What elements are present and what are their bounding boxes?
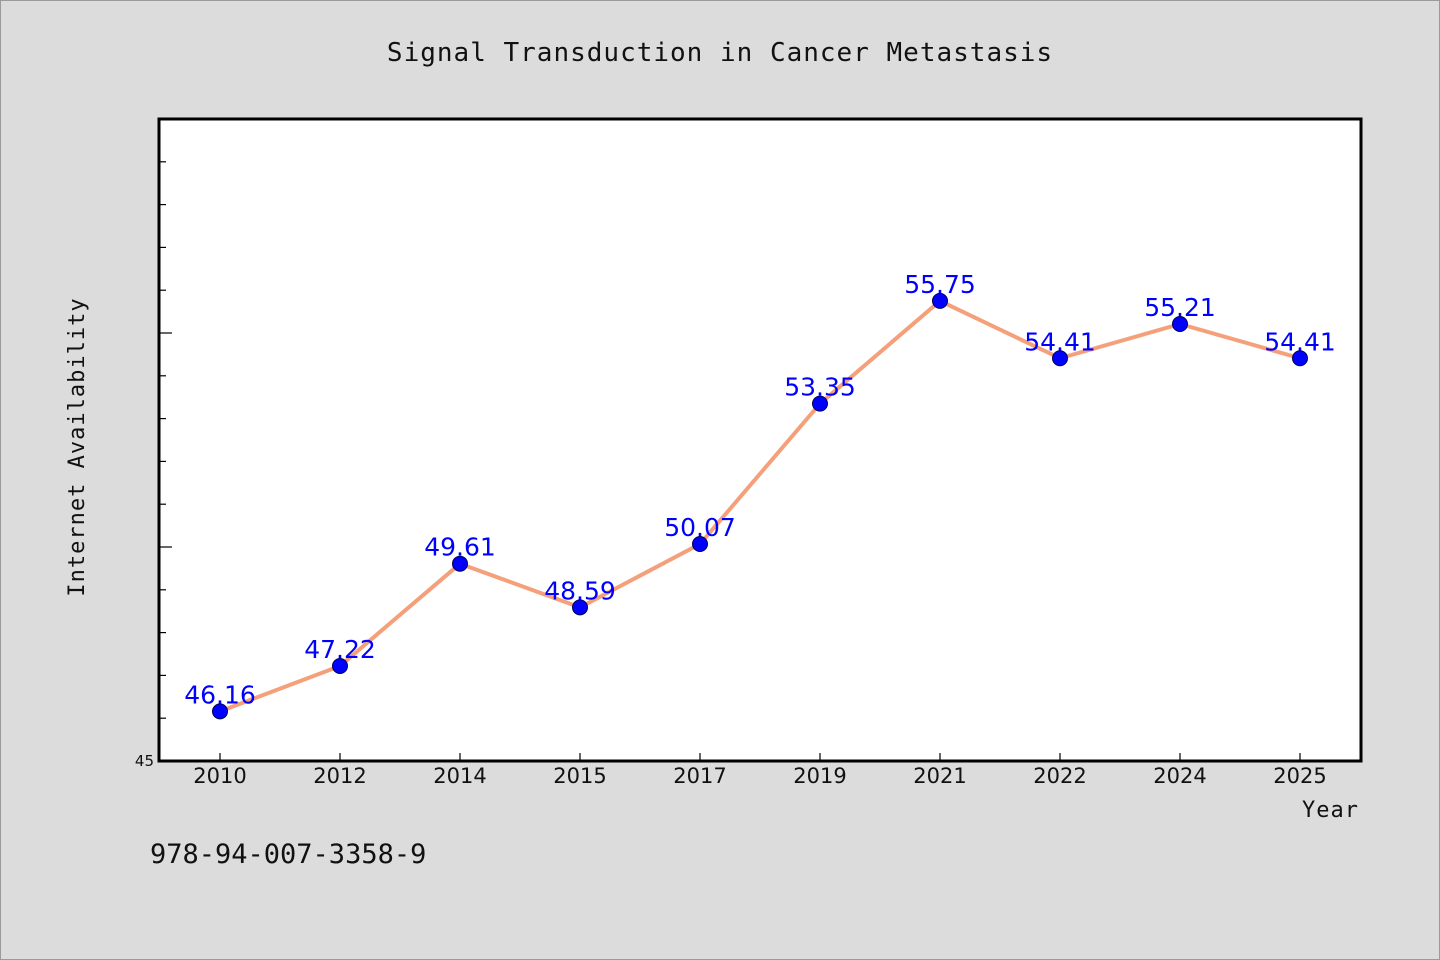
data-label: 48.59 xyxy=(544,576,616,605)
x-tick-label: 2025 xyxy=(1273,764,1326,788)
data-point xyxy=(212,703,228,720)
data-point xyxy=(812,395,828,412)
data-point xyxy=(692,536,708,553)
data-label: 53.35 xyxy=(784,373,856,402)
data-point xyxy=(572,599,588,616)
series-line-group xyxy=(218,298,1302,714)
data-point xyxy=(1052,350,1068,367)
x-axis-ticks: 2010 2012 2014 2015 2017 2019 2021 2022 2024 2025 xyxy=(193,753,1327,788)
plot-area xyxy=(157,117,1363,763)
data-label: 49.61 xyxy=(424,533,496,562)
data-point xyxy=(1292,350,1308,367)
data-point xyxy=(932,292,948,309)
x-tick-label: 2024 xyxy=(1153,764,1206,788)
x-tick-label: 2021 xyxy=(913,764,966,788)
x-tick-label: 2014 xyxy=(433,764,486,788)
footer-code: 978-94-007-3358-9 xyxy=(150,839,426,870)
chart-title: Signal Transduction in Cancer Metastasis xyxy=(387,38,1053,68)
data-label: 54.41 xyxy=(1264,327,1336,356)
data-point xyxy=(332,657,348,674)
data-point xyxy=(1172,316,1188,333)
data-label: 54.41 xyxy=(1024,327,1096,356)
x-tick-label: 2017 xyxy=(673,764,726,788)
x-axis-title: Year xyxy=(1302,798,1359,823)
x-tick-label: 2022 xyxy=(1033,764,1086,788)
y-axis-title: Internet Availability xyxy=(65,297,90,596)
series-markers xyxy=(212,292,1308,720)
x-tick-label: 2015 xyxy=(553,764,606,788)
data-labels: 46.16 47.22 49.61 48.59 50.07 53.35 55.75 54.41… xyxy=(184,270,1336,709)
data-label: 55.75 xyxy=(904,270,976,299)
data-point xyxy=(452,555,468,572)
x-tick-label: 2012 xyxy=(313,764,366,788)
y-tick-label-min: 45 xyxy=(135,752,154,770)
data-label: 50.07 xyxy=(664,513,736,542)
series-line xyxy=(218,298,1302,714)
data-label: 55.21 xyxy=(1144,293,1216,322)
x-tick-label: 2010 xyxy=(193,764,246,788)
x-tick-label: 2019 xyxy=(793,764,846,788)
data-label: 46.16 xyxy=(184,680,256,709)
y-axis-ticks xyxy=(159,161,172,719)
data-label: 47.22 xyxy=(304,635,376,664)
